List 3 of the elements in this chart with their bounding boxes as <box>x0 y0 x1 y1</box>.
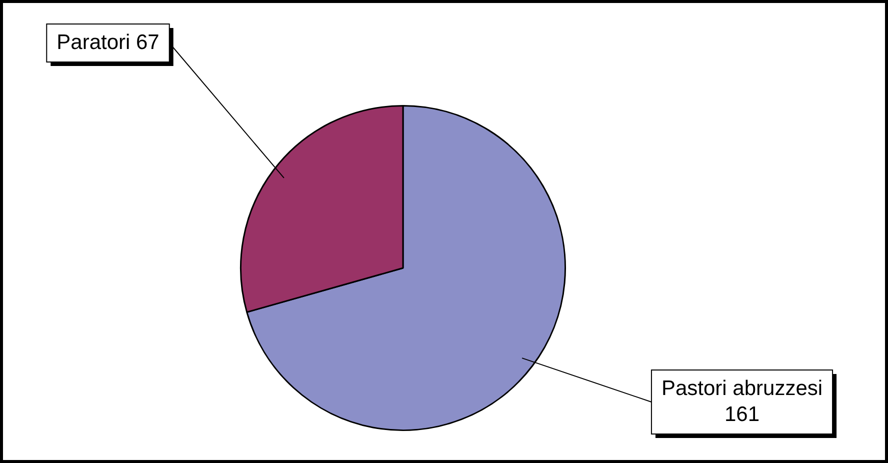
slice-label: Pastori abruzzesi <box>661 376 823 400</box>
data-label: 161 <box>724 402 760 426</box>
slice-label: Paratori 67 <box>56 30 160 54</box>
